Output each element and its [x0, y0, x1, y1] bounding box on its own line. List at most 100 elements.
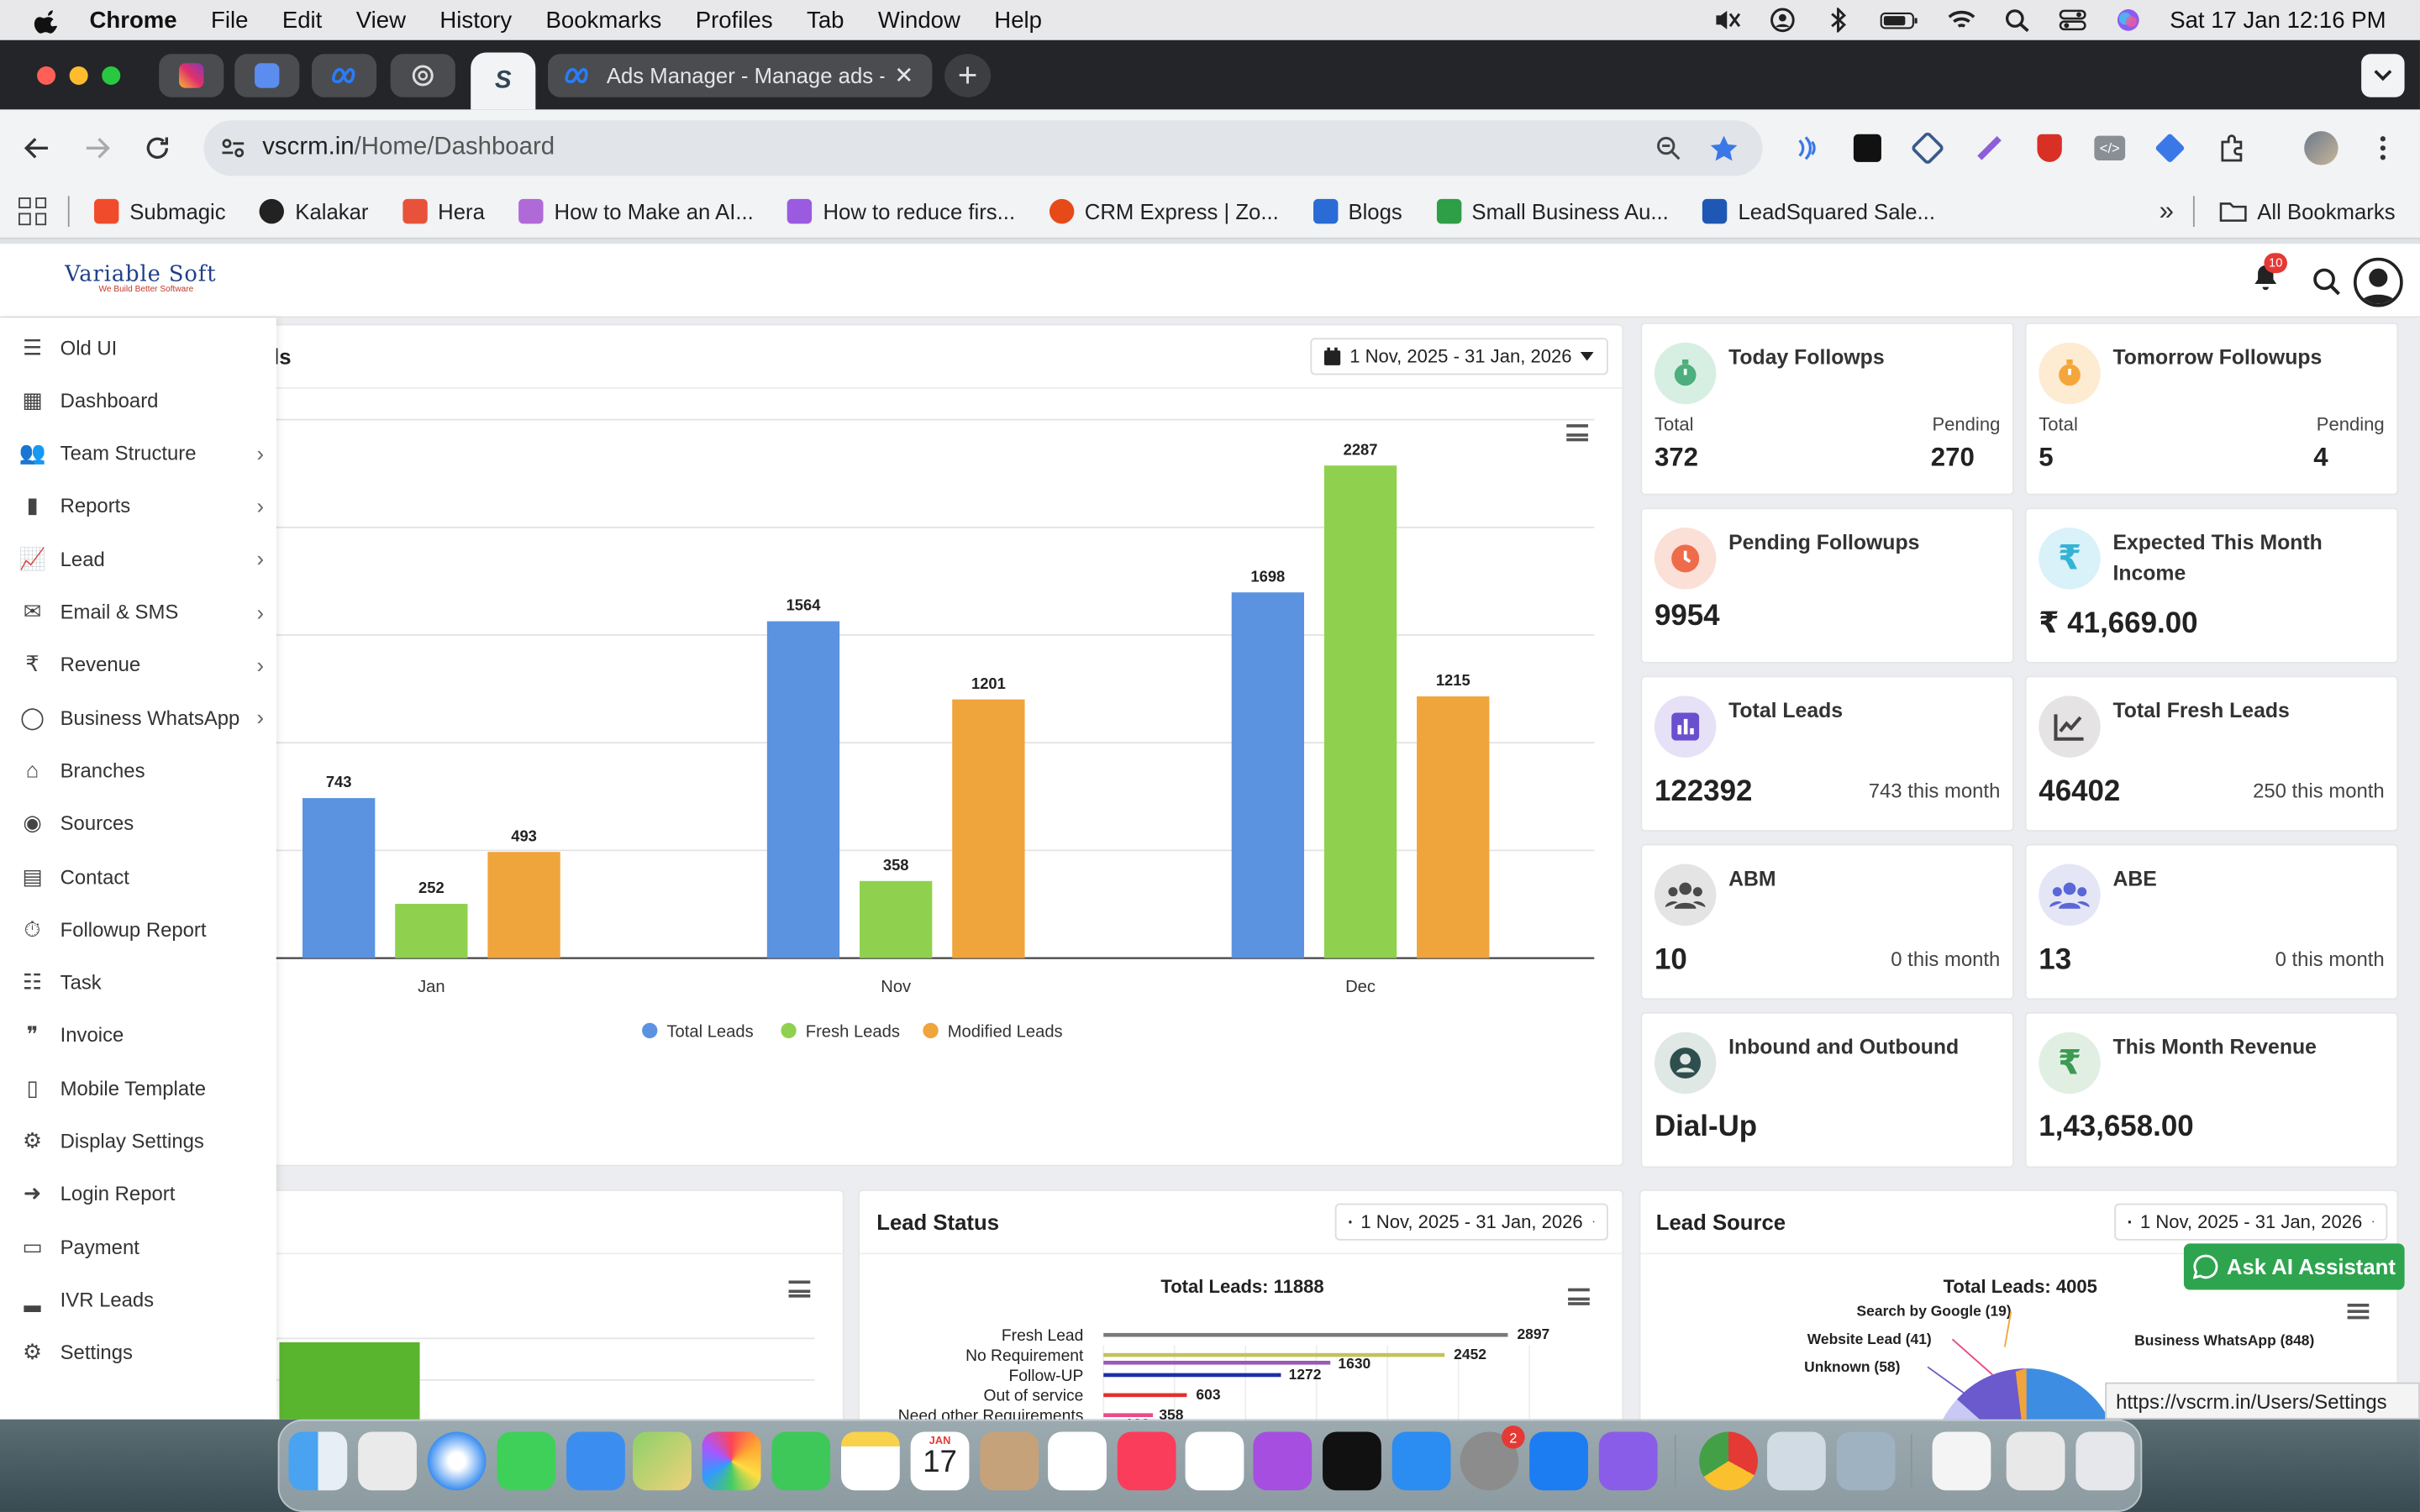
podcasts-icon[interactable]: [1253, 1431, 1313, 1491]
all-bookmarks-button[interactable]: All Bookmarks: [2218, 198, 2396, 223]
forward-button[interactable]: [81, 131, 114, 165]
fresh-leads-card[interactable]: Total Fresh Leads 46402 250 this month: [2024, 675, 2399, 832]
abe-card[interactable]: ABE 13 0 this month: [2024, 843, 2399, 1000]
profile-button[interactable]: [2304, 131, 2338, 165]
bookmark-submagic[interactable]: Submagic: [94, 198, 226, 223]
bookmark-crm-express[interactable]: CRM Express | Zo...: [1049, 198, 1279, 223]
zoom-icon[interactable]: [1655, 134, 1682, 162]
safari-icon[interactable]: [427, 1431, 487, 1491]
date-range-picker[interactable]: 1 Nov, 2025 - 31 Jan, 2026: [1334, 1203, 1608, 1241]
extension-code[interactable]: </>: [2093, 131, 2127, 165]
chrome-icon[interactable]: [1699, 1431, 1759, 1491]
user-avatar-button[interactable]: [2353, 257, 2403, 307]
messages-icon[interactable]: [497, 1431, 556, 1491]
sidebar-item-task[interactable]: ☷ Task: [17, 965, 264, 999]
menubar-clock[interactable]: Sat 17 Jan 12:16 PM: [2170, 7, 2386, 34]
sidebar-item-lead[interactable]: 📈 Lead ›: [17, 542, 265, 575]
extension-dark[interactable]: [1850, 131, 1884, 165]
date-range-picker[interactable]: 1 Nov, 2025 - 31 Jan, 2026: [2114, 1203, 2388, 1241]
pinned-tab-extension[interactable]: [234, 54, 300, 97]
documents-stack-icon[interactable]: [1932, 1431, 1991, 1491]
zoom-window-button[interactable]: [102, 66, 121, 86]
menu-bookmarks[interactable]: Bookmarks: [545, 7, 662, 34]
notifications-button[interactable]: 10: [2250, 253, 2287, 296]
trash-icon[interactable]: [2075, 1431, 2135, 1491]
control-center-icon[interactable]: [2059, 8, 2086, 32]
menu-file[interactable]: File: [211, 7, 249, 34]
tab-close-icon[interactable]: ✕: [894, 63, 914, 90]
bookmark-hera[interactable]: Hera: [402, 198, 485, 223]
menu-view[interactable]: View: [355, 7, 406, 34]
chart-menu-icon[interactable]: [788, 1280, 811, 1298]
calendar-icon[interactable]: JAN 17: [910, 1431, 970, 1491]
launchpad-icon[interactable]: [358, 1431, 417, 1491]
reload-button[interactable]: [140, 131, 174, 165]
month-revenue-card[interactable]: ₹ This Month Revenue 1,43,658.00: [2024, 1011, 2399, 1168]
sidebar-item-mobile-template[interactable]: ▯ Mobile Template: [17, 1071, 264, 1105]
notes-icon[interactable]: [841, 1431, 900, 1491]
user-status-icon[interactable]: [1769, 8, 1797, 33]
ask-ai-assistant-button[interactable]: Ask AI Assistant: [2183, 1243, 2405, 1290]
sidebar-item-login-report[interactable]: ➜ Login Report: [17, 1177, 264, 1210]
close-window-button[interactable]: [37, 66, 56, 86]
apps-grid-icon[interactable]: [18, 197, 47, 225]
tv-icon[interactable]: [1323, 1431, 1381, 1491]
date-range-picker[interactable]: 1 Nov, 2025 - 31 Jan, 2026: [1310, 338, 1608, 375]
system-settings-icon[interactable]: 2: [1460, 1425, 1525, 1491]
pinned-tab-instagram[interactable]: [159, 54, 224, 97]
menu-edit[interactable]: Edit: [281, 7, 323, 34]
sidebar-item-branches[interactable]: ⌂ Branches: [17, 753, 264, 787]
preview-icon[interactable]: [1767, 1431, 1826, 1491]
wifi-icon[interactable]: [1948, 8, 1975, 32]
sidebar-item-invoice[interactable]: ❞ Invoice: [17, 1018, 264, 1052]
extension-tag[interactable]: [2153, 131, 2186, 165]
inbound-outbound-card[interactable]: Inbound and Outbound Dial-Up: [1640, 1011, 2014, 1168]
bookmark-kalakar[interactable]: Kalakar: [260, 198, 368, 223]
sidebar-item-business-whatsapp[interactable]: ◯ Business WhatsApp ›: [17, 701, 264, 734]
menu-tab[interactable]: Tab: [807, 7, 844, 34]
apple-icon[interactable]: [34, 6, 61, 34]
today-followups-card[interactable]: Today Followps Total Pending 372 270: [1640, 322, 2014, 496]
contacts-icon[interactable]: [980, 1431, 1039, 1491]
extension-wave[interactable]: [1791, 131, 1824, 165]
sidebar-item-revenue[interactable]: ₹ Revenue ›: [17, 648, 264, 681]
music-icon[interactable]: [1117, 1431, 1176, 1491]
pending-followups-card[interactable]: Pending Followups 9954: [1640, 507, 2014, 664]
sidebar-item-followup-report[interactable]: ⏱ Followup Report: [17, 912, 264, 946]
mail-icon[interactable]: [566, 1431, 625, 1491]
menu-profiles[interactable]: Profiles: [695, 7, 773, 34]
minimize-window-button[interactable]: [69, 66, 88, 86]
chart-menu-icon[interactable]: [1568, 1288, 1590, 1305]
address-bar[interactable]: vscrm.in/Home/Dashboard: [203, 120, 1763, 176]
sidebar-item-reports[interactable]: ▮ Reports ›: [17, 489, 264, 522]
spotlight-search-icon[interactable]: [2003, 8, 2031, 33]
pinned-tab-meta[interactable]: [312, 54, 377, 97]
siri-icon[interactable]: [2114, 8, 2142, 32]
menu-help[interactable]: Help: [994, 7, 1042, 34]
sidebar-item-team-structure[interactable]: 👥 Team Structure ›: [17, 436, 265, 470]
extensions-button[interactable]: [2215, 131, 2249, 165]
pinned-tab-chatgpt[interactable]: [390, 54, 455, 97]
site-info-icon[interactable]: [219, 136, 247, 160]
sidebar-item-dashboard[interactable]: ▦ Dashboard: [17, 383, 264, 417]
sidebar-item-ivr-leads[interactable]: ▂ IVR Leads: [17, 1283, 264, 1316]
menu-app-name[interactable]: Chrome: [89, 7, 177, 34]
reminders-icon[interactable]: [1048, 1431, 1107, 1491]
disk-utility-icon[interactable]: [1836, 1431, 1896, 1491]
facetime-icon[interactable]: [771, 1431, 831, 1491]
freeform-icon[interactable]: [1185, 1431, 1244, 1491]
feedback-icon[interactable]: [1598, 1431, 1658, 1491]
header-search-button[interactable]: [2312, 267, 2341, 304]
bluetooth-icon[interactable]: [1824, 8, 1852, 33]
mute-icon[interactable]: [1713, 8, 1741, 32]
bookmark-leadsquared[interactable]: LeadSquared Sale...: [1702, 198, 1935, 223]
menu-window[interactable]: Window: [877, 7, 960, 34]
bookmark-small-business[interactable]: Small Business Au...: [1436, 198, 1669, 223]
total-leads-card[interactable]: Total Leads 122392 743 this month: [1640, 675, 2014, 832]
photos-icon[interactable]: [702, 1431, 761, 1491]
finder-icon[interactable]: [288, 1431, 348, 1491]
xcode-icon[interactable]: [1529, 1431, 1588, 1491]
bookmark-star-icon[interactable]: [1708, 134, 1739, 162]
sidebar-item-payment[interactable]: ▭ Payment: [17, 1230, 264, 1263]
extension-shield[interactable]: [2033, 131, 2066, 165]
